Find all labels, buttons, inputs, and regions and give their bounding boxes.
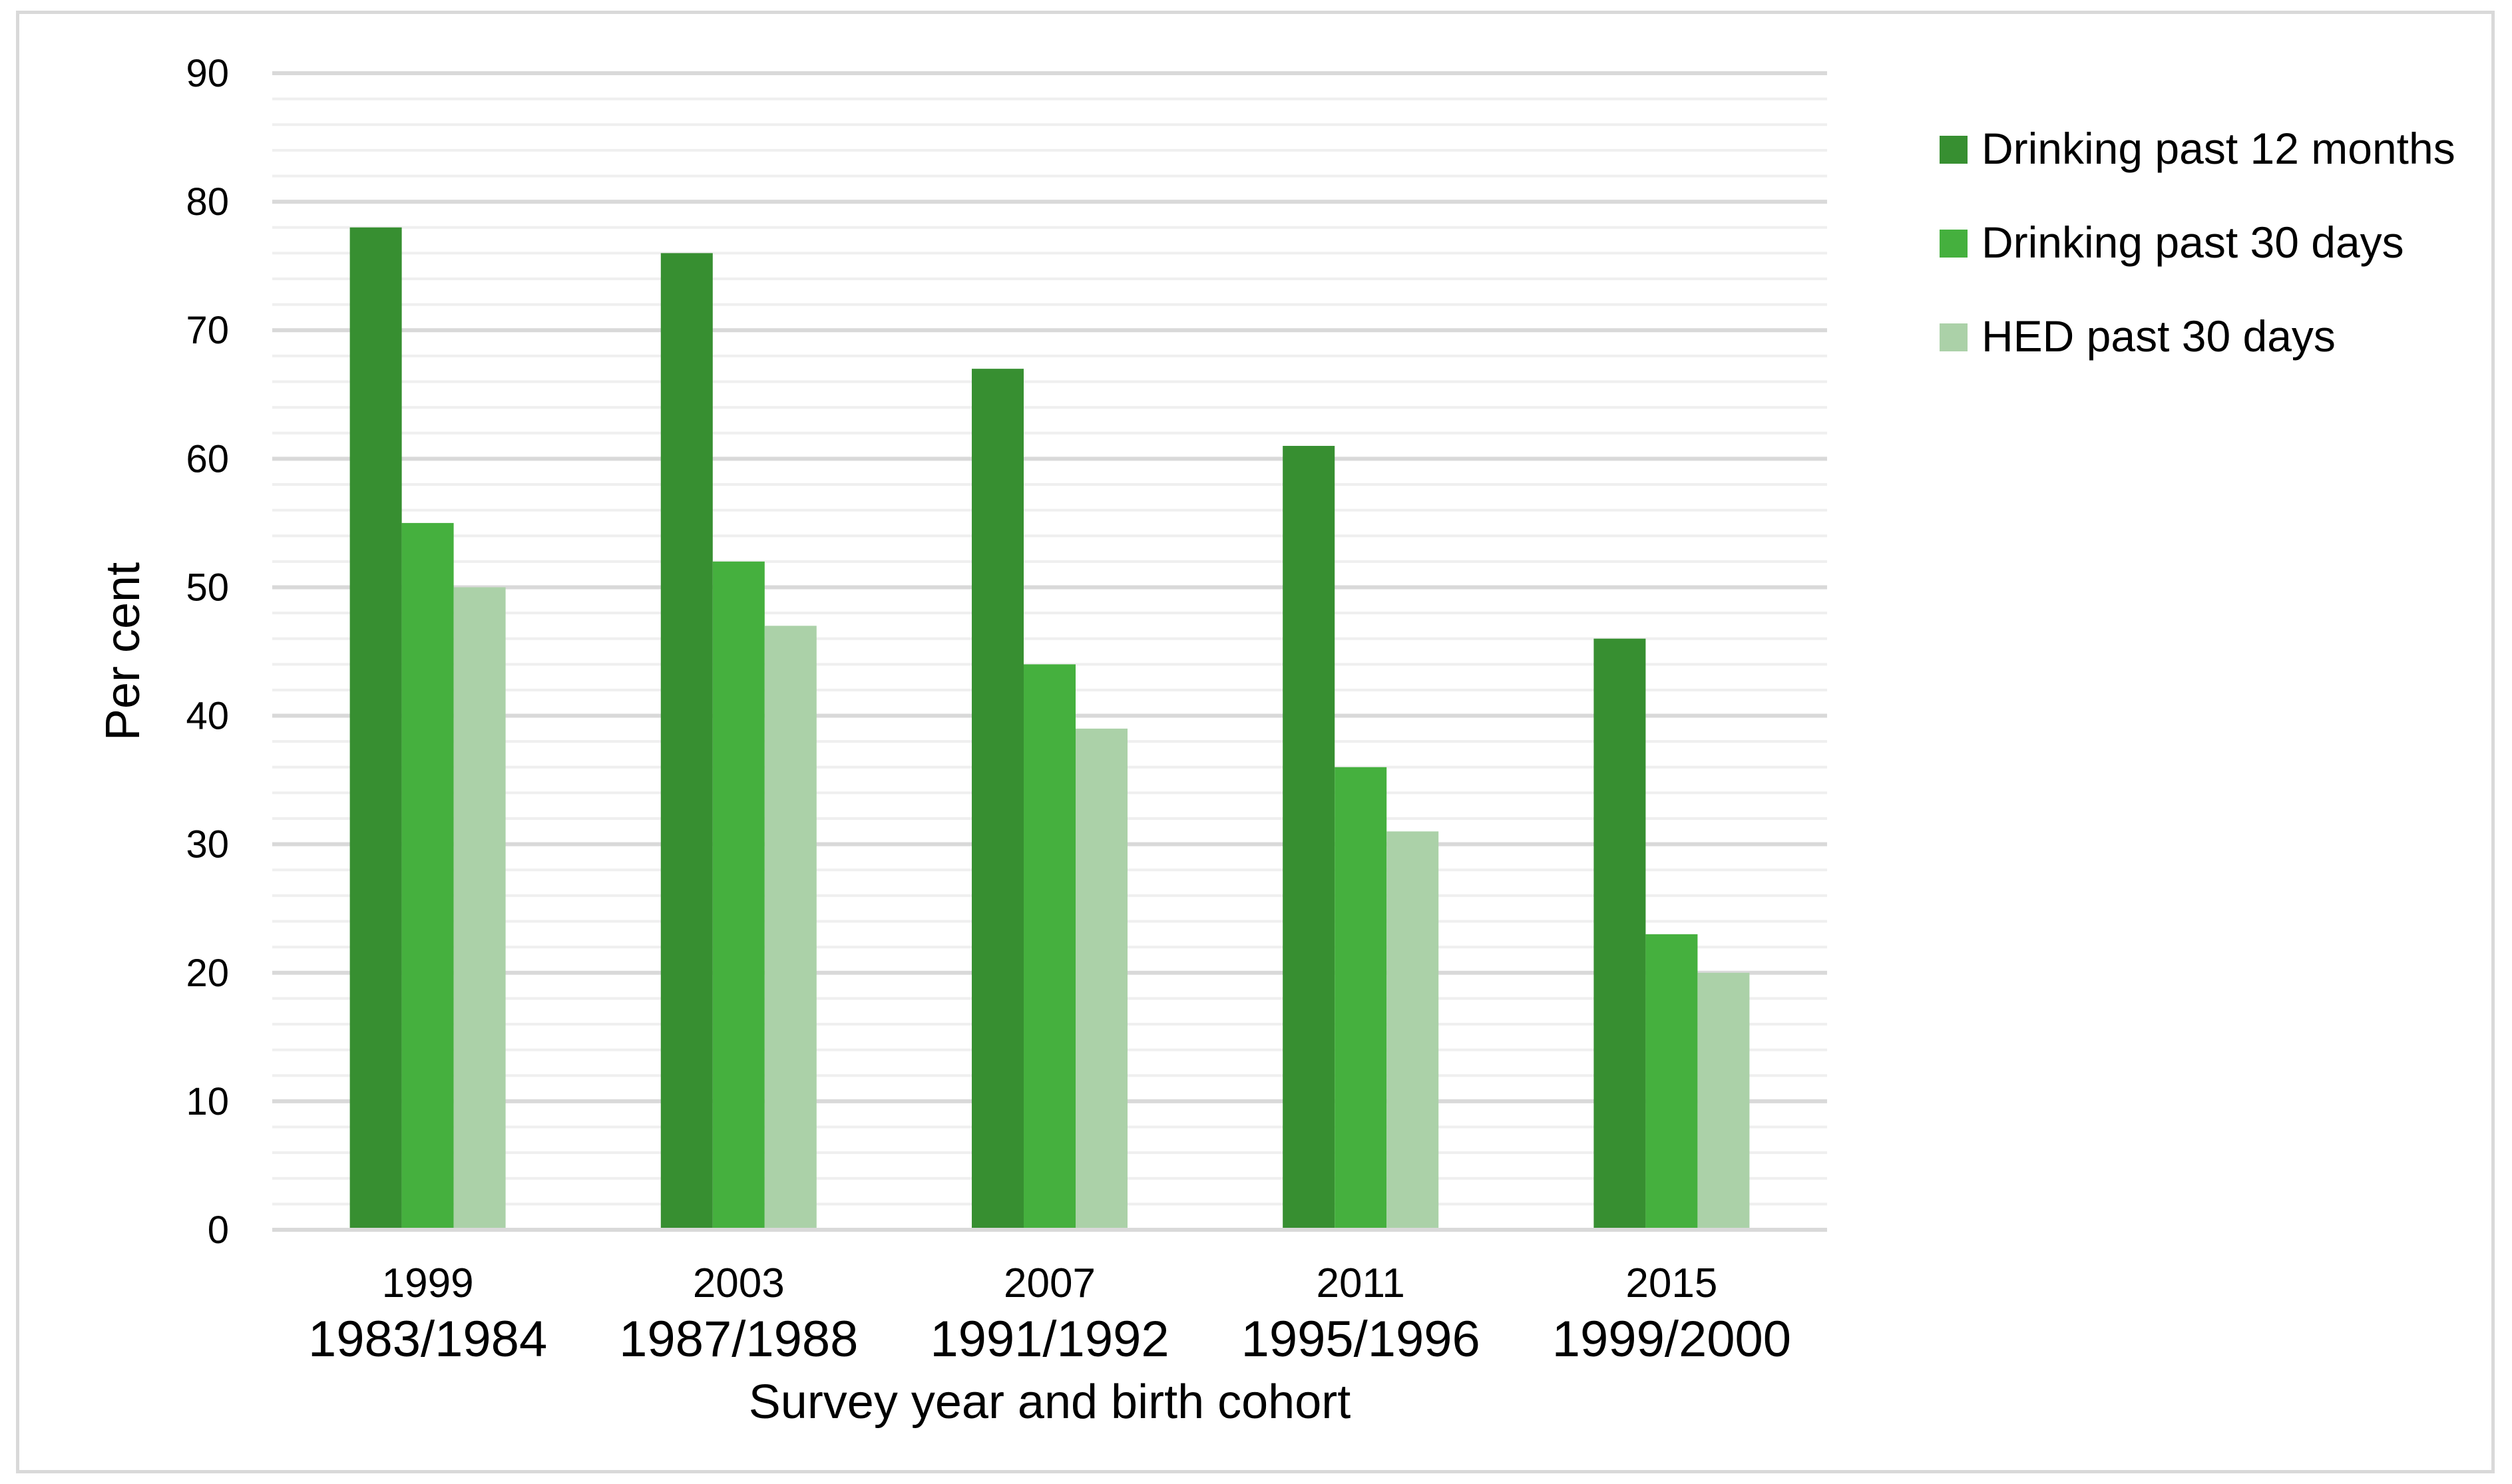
bar bbox=[972, 369, 1024, 1230]
y-tick-label: 60 bbox=[186, 437, 229, 480]
x-category-cohort: 1987/1988 bbox=[619, 1311, 858, 1368]
bar bbox=[1593, 638, 1646, 1230]
legend-label: Drinking past 30 days bbox=[1982, 218, 2404, 267]
y-axis-title: Per cent bbox=[97, 562, 150, 741]
x-category-cohort: 1991/1992 bbox=[930, 1311, 1169, 1368]
y-tick-label: 30 bbox=[186, 823, 229, 866]
legend-label: HED past 30 days bbox=[1982, 311, 2336, 361]
y-tick-label: 10 bbox=[186, 1080, 229, 1123]
x-axis-title: Survey year and birth cohort bbox=[749, 1376, 1351, 1429]
y-tick-label: 90 bbox=[186, 52, 229, 95]
chart-frame: 0 10 20 30 40 50 60 70 80 90 1999 1983/1984 2003 198… bbox=[16, 11, 2495, 1473]
x-category-year: 1999 bbox=[382, 1260, 474, 1306]
legend-swatch bbox=[1940, 230, 1968, 258]
y-tick-label: 70 bbox=[186, 309, 229, 352]
y-tick-label: 20 bbox=[186, 952, 229, 995]
y-tick-labels: 0 10 20 30 40 50 60 70 80 90 bbox=[186, 52, 229, 1252]
bar-chart: 0 10 20 30 40 50 60 70 80 90 1999 1983/1984 2003 198… bbox=[97, 52, 2455, 1429]
bar bbox=[1283, 446, 1335, 1230]
x-category-year: 2011 bbox=[1317, 1260, 1405, 1306]
bar bbox=[712, 561, 765, 1230]
x-category-cohort: 1999/2000 bbox=[1552, 1311, 1791, 1368]
x-category-year: 2003 bbox=[693, 1260, 785, 1306]
x-category-labels: 1999 1983/1984 2003 1987/1988 2007 1991/1992 2… bbox=[308, 1260, 1791, 1368]
bar bbox=[401, 522, 454, 1230]
bar bbox=[764, 626, 817, 1230]
y-tick-label: 80 bbox=[186, 180, 229, 224]
y-tick-label: 40 bbox=[186, 695, 229, 738]
x-category-cohort: 1983/1984 bbox=[308, 1311, 547, 1368]
legend: Drinking past 12 months Drinking past 30 … bbox=[1940, 124, 2455, 361]
bar bbox=[453, 587, 506, 1230]
x-category-year: 2007 bbox=[1004, 1260, 1096, 1306]
bar bbox=[1386, 831, 1439, 1230]
bar bbox=[1335, 767, 1387, 1230]
legend-label: Drinking past 12 months bbox=[1982, 124, 2455, 173]
y-tick-label: 0 bbox=[208, 1208, 229, 1252]
bar bbox=[349, 227, 402, 1230]
bar bbox=[660, 253, 713, 1230]
bar bbox=[1697, 972, 1750, 1230]
y-tick-label: 50 bbox=[186, 566, 229, 609]
bars bbox=[349, 227, 1750, 1230]
x-category-cohort: 1995/1996 bbox=[1241, 1311, 1480, 1368]
legend-swatch bbox=[1940, 323, 1968, 351]
x-category-year: 2015 bbox=[1625, 1260, 1717, 1306]
bar bbox=[1645, 934, 1698, 1230]
legend-swatch bbox=[1940, 136, 1968, 164]
bar bbox=[1024, 664, 1076, 1230]
bar bbox=[1076, 728, 1128, 1230]
